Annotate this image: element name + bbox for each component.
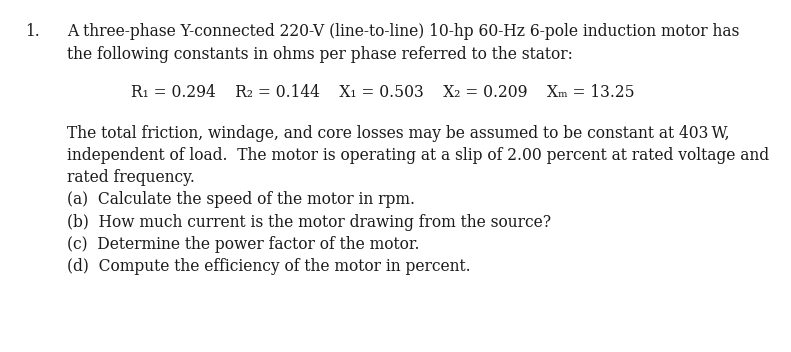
Text: independent of load.  The motor is operating at a slip of 2.00 percent at rated : independent of load. The motor is operat… [67, 147, 770, 164]
Text: A three-phase Y-connected 220-V (line-to-line) 10-hp 60-Hz 6-pole induction moto: A three-phase Y-connected 220-V (line-to… [67, 23, 740, 40]
Text: (b)  How much current is the motor drawing from the source?: (b) How much current is the motor drawin… [67, 214, 551, 231]
Text: 1.: 1. [25, 23, 40, 40]
Text: The total friction, windage, and core losses may be assumed to be constant at 40: The total friction, windage, and core lo… [67, 125, 730, 142]
Text: (d)  Compute the efficiency of the motor in percent.: (d) Compute the efficiency of the motor … [67, 258, 471, 275]
Text: rated frequency.: rated frequency. [67, 169, 195, 186]
Text: (a)  Calculate the speed of the motor in rpm.: (a) Calculate the speed of the motor in … [67, 191, 415, 208]
Text: the following constants in ohms per phase referred to the stator:: the following constants in ohms per phas… [67, 46, 573, 63]
Text: R₁ = 0.294    R₂ = 0.144    X₁ = 0.503    X₂ = 0.209    Xₘ = 13.25: R₁ = 0.294 R₂ = 0.144 X₁ = 0.503 X₂ = 0.… [131, 84, 634, 101]
Text: (c)  Determine the power factor of the motor.: (c) Determine the power factor of the mo… [67, 236, 420, 253]
